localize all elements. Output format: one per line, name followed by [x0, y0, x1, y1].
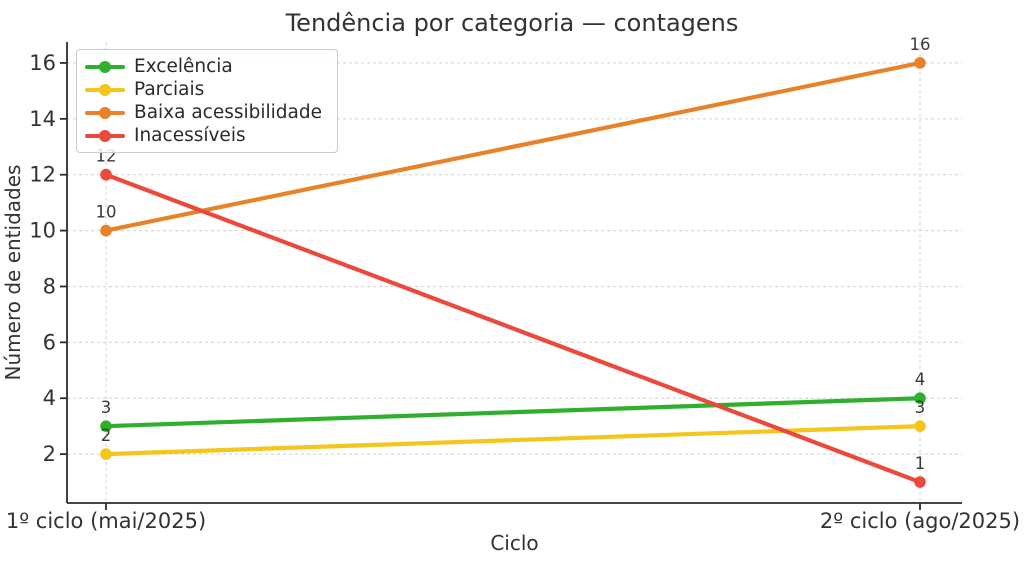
data-point-marker — [914, 57, 926, 69]
x-tick-label: 1º ciclo (mai/2025) — [6, 509, 206, 533]
chart-title: Tendência por categoria — contagens — [285, 9, 739, 37]
legend-item-inacessiveis: Inacessíveis — [85, 124, 322, 147]
series-line-baixa-acessibilidade — [103, 60, 923, 233]
point-value-label: 4 — [915, 370, 926, 389]
point-value-label: 3 — [101, 398, 112, 417]
legend-item-baixa-acessibilidade: Baixa acessibilidade — [85, 101, 322, 124]
point-value-label: 2 — [101, 426, 112, 445]
data-point-marker — [914, 420, 926, 432]
y-tick-label: 4 — [43, 386, 56, 410]
y-tick-label: 6 — [43, 330, 56, 354]
x-axis-label: Ciclo — [490, 531, 538, 555]
y-tick-label: 12 — [29, 163, 56, 187]
legend-label: Inacessíveis — [134, 125, 246, 146]
series-parciais: 23 — [100, 398, 926, 460]
series-baixa-acessibilidade: 10 16 — [96, 35, 931, 237]
series-excelencia: 34 — [100, 370, 926, 432]
legend-marker-icon — [85, 106, 125, 119]
point-value-label: 3 — [915, 398, 926, 417]
series-line-inacessiveis — [103, 172, 923, 485]
legend-label: Excelência — [134, 56, 233, 77]
legend-item-excelencia: Excelência — [85, 55, 322, 78]
y-tick-label: 14 — [29, 107, 56, 131]
y-tick-label: 8 — [43, 274, 56, 298]
legend-label: Parciais — [134, 79, 205, 100]
data-point-marker — [100, 224, 112, 237]
point-value-label: 16 — [910, 35, 931, 54]
point-value-label: 10 — [96, 203, 117, 222]
y-tick-label: 10 — [29, 219, 56, 243]
legend: Excelência Parciais Baixa acessibilidade In… — [76, 49, 339, 153]
series-inacessiveis: 121 — [96, 147, 926, 488]
legend-marker-icon — [85, 129, 125, 142]
x-tick-label: 2º ciclo (ago/2025) — [820, 509, 1020, 533]
data-point-marker — [100, 420, 112, 432]
legend-label: Baixa acessibilidade — [134, 102, 323, 123]
legend-marker-icon — [85, 83, 125, 96]
data-point-marker — [100, 168, 112, 181]
y-axis-label: Número de entidades — [1, 165, 25, 381]
series-line-excelencia — [103, 396, 923, 429]
legend-marker-icon — [85, 60, 125, 73]
point-value-label: 1 — [915, 454, 926, 473]
legend-item-parciais: Parciais — [85, 78, 322, 101]
data-point-marker — [100, 448, 112, 460]
y-tick-label: 16 — [29, 51, 56, 75]
y-tick-label: 2 — [43, 442, 56, 466]
data-point-marker — [914, 392, 926, 405]
data-point-marker — [914, 476, 926, 488]
series-line-parciais — [103, 424, 923, 457]
